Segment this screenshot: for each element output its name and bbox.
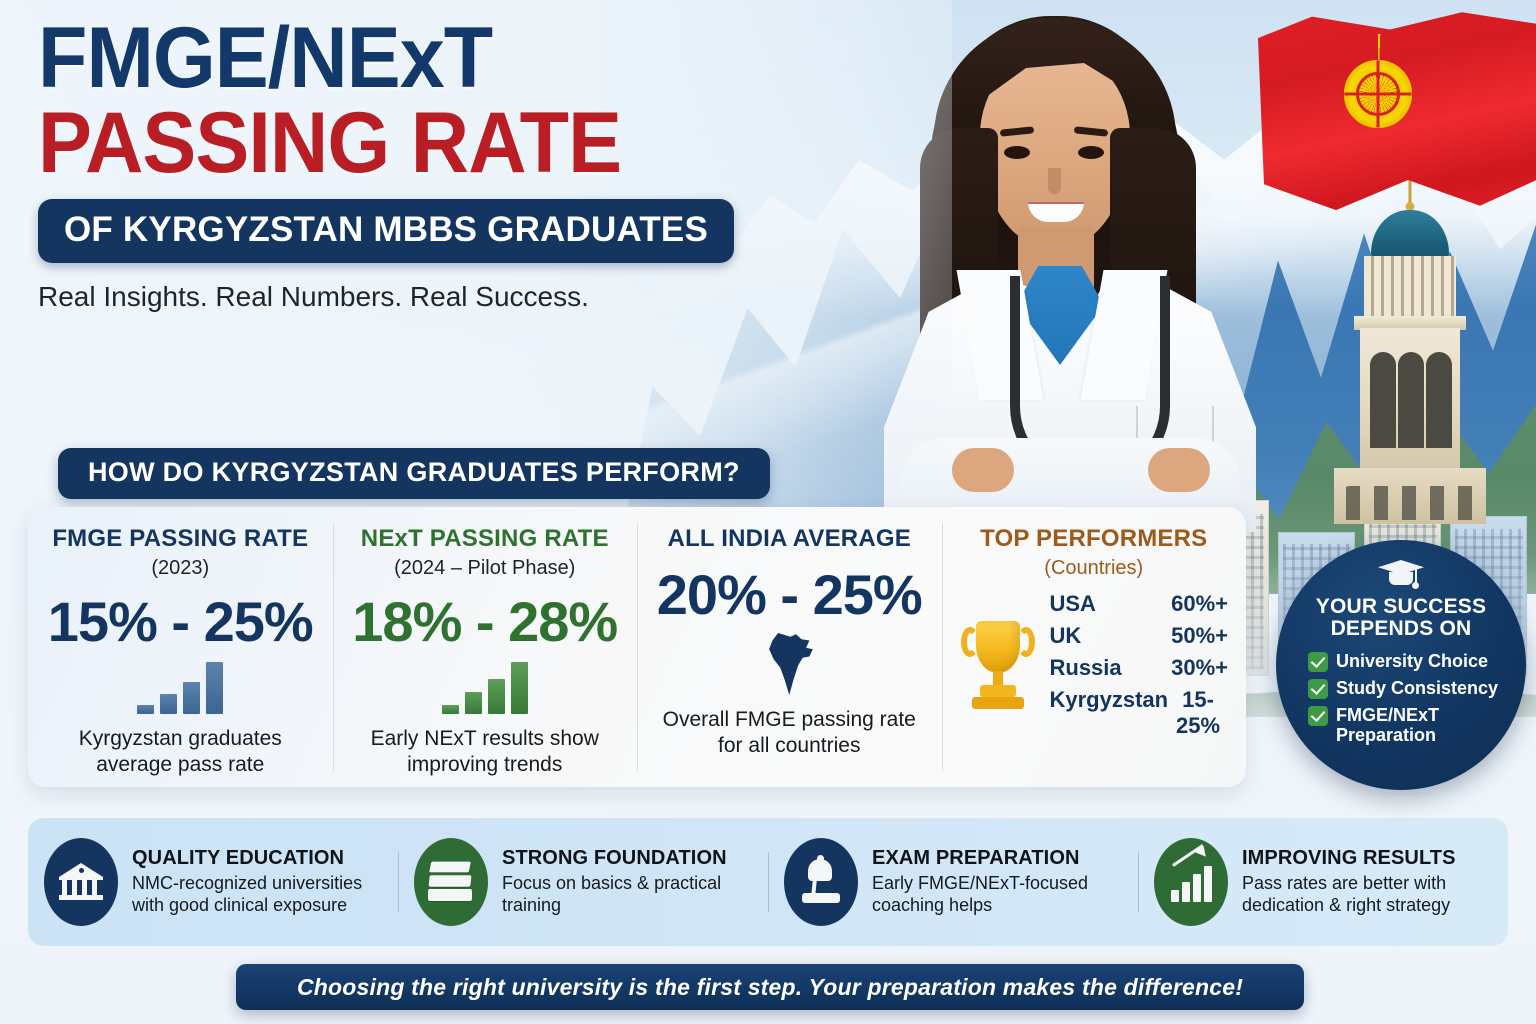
stat-footnote: Kyrgyzstan graduates average pass rate bbox=[78, 727, 282, 776]
page-title-line1: FMGE/NExT bbox=[38, 10, 493, 106]
table-row: Russia 30%+ bbox=[1046, 652, 1233, 684]
kyrgyzstan-flag-icon bbox=[1258, 12, 1536, 211]
top-performers-list: USA 60%+ UK 50%+ Russia 30%+ Kyrgyzstan … bbox=[1046, 588, 1233, 742]
footer-text: Choosing the right university is the fir… bbox=[296, 973, 1244, 1000]
country-rate: 60%+ bbox=[1171, 591, 1228, 616]
country-rate: 50%+ bbox=[1171, 623, 1228, 648]
page-title-line2: PASSING RATE bbox=[38, 94, 622, 191]
country-name: Kyrgyzstan bbox=[1049, 687, 1169, 712]
stat-title: FMGE PASSING RATE bbox=[52, 525, 309, 552]
country-name: USA bbox=[1049, 591, 1096, 616]
stat-value: 20% - 25% bbox=[656, 563, 923, 626]
feature-text: NMC-recognized universities with good cl… bbox=[132, 873, 363, 915]
success-badge-list: University Choice Study Consistency FMGE… bbox=[1292, 651, 1510, 745]
subtitle-pill: OF KYRGYZSTAN MBBS GRADUATES bbox=[38, 199, 735, 264]
check-icon bbox=[1308, 705, 1328, 726]
success-badge-title-line1: YOUR SUCCESS bbox=[1315, 595, 1487, 618]
feature-heading: QUALITY EDUCATION bbox=[132, 847, 345, 870]
stat-subtitle: (2024 – Pilot Phase) bbox=[394, 557, 576, 579]
table-row: USA 60%+ bbox=[1046, 588, 1233, 620]
feature-text: Focus on basics & practical training bbox=[502, 873, 722, 915]
title-block: FMGE/NExT PASSING RATE OF KYRGYZSTAN MBB… bbox=[38, 10, 798, 313]
top-performers-title: TOP PERFORMERS bbox=[980, 525, 1208, 552]
trophy-icon bbox=[960, 617, 1035, 713]
check-icon bbox=[1308, 678, 1328, 699]
india-map-icon bbox=[769, 633, 813, 695]
growth-chart-icon bbox=[1154, 838, 1228, 926]
feature-quality-education: QUALITY EDUCATION NMC-recognized univers… bbox=[28, 838, 398, 926]
list-item-label: FMGE/NExT Preparation bbox=[1336, 704, 1440, 745]
feature-heading: STRONG FOUNDATION bbox=[502, 847, 727, 870]
list-item: Study Consistency bbox=[1308, 678, 1510, 699]
feature-heading: IMPROVING RESULTS bbox=[1242, 847, 1456, 870]
stat-card-all-india: ALL INDIA AVERAGE 20% - 25% Overall FMGE… bbox=[637, 507, 942, 787]
minaret-tower-icon bbox=[1334, 168, 1486, 528]
country-name: UK bbox=[1049, 623, 1082, 648]
feature-text: Pass rates are better with dedication & … bbox=[1242, 873, 1451, 915]
desk-lamp-icon bbox=[784, 838, 858, 926]
top-performers-subtitle: (Countries) bbox=[1044, 557, 1144, 579]
table-row: UK 50%+ bbox=[1046, 620, 1233, 652]
stat-card-next: NExT PASSING RATE (2024 – Pilot Phase) 1… bbox=[332, 507, 638, 787]
country-rate: 15-25% bbox=[1176, 687, 1221, 738]
graduation-cap-icon bbox=[1378, 560, 1424, 590]
books-stack-icon bbox=[414, 838, 488, 926]
stat-card-fmge: FMGE PASSING RATE (2023) 15% - 25% Kyrgy… bbox=[28, 507, 333, 787]
stat-card-top-performers: TOP PERFORMERS (Countries) USA 60%+ UK 5… bbox=[941, 507, 1247, 787]
list-item: FMGE/NExT Preparation bbox=[1308, 705, 1510, 745]
stat-footnote: Early NExT results show improving trends bbox=[370, 727, 599, 776]
stat-subtitle: (2023) bbox=[151, 557, 210, 579]
bar-chart-icon bbox=[42, 662, 319, 714]
success-badge: YOUR SUCCESS DEPENDS ON University Choic… bbox=[1276, 540, 1526, 790]
stats-panel: FMGE PASSING RATE (2023) 15% - 25% Kyrgy… bbox=[28, 507, 1246, 787]
tagline: Real Insights. Real Numbers. Real Succes… bbox=[38, 281, 589, 313]
footer-banner: Choosing the right university is the fir… bbox=[236, 964, 1304, 1010]
stat-value: 18% - 28% bbox=[352, 590, 618, 653]
list-item: University Choice bbox=[1308, 651, 1510, 672]
feature-exam-preparation: EXAM PREPARATION Early FMGE/NExT-focused… bbox=[768, 838, 1138, 926]
stat-footnote: Overall FMGE passing rate for all countr… bbox=[662, 708, 916, 757]
stat-title: ALL INDIA AVERAGE bbox=[667, 525, 911, 552]
check-icon bbox=[1308, 651, 1328, 672]
country-rate: 30%+ bbox=[1171, 655, 1228, 680]
list-item-label: Study Consistency bbox=[1336, 677, 1499, 698]
feature-heading: EXAM PREPARATION bbox=[872, 847, 1080, 870]
list-item-label: University Choice bbox=[1336, 650, 1489, 671]
section-heading: HOW DO KYRGYZSTAN GRADUATES PERFORM? bbox=[58, 448, 770, 499]
stat-title: NExT PASSING RATE bbox=[360, 525, 609, 552]
success-badge-title-line2: DEPENDS ON bbox=[1330, 617, 1472, 641]
feature-strong-foundation: STRONG FOUNDATION Focus on basics & prac… bbox=[398, 838, 768, 926]
stat-value: 15% - 25% bbox=[47, 590, 314, 653]
bar-chart-icon bbox=[347, 662, 624, 714]
bank-building-icon bbox=[44, 838, 118, 926]
features-strip: QUALITY EDUCATION NMC-recognized univers… bbox=[28, 818, 1508, 946]
table-row: Kyrgyzstan 15-25% bbox=[1046, 684, 1233, 742]
country-name: Russia bbox=[1049, 655, 1122, 680]
feature-improving-results: IMPROVING RESULTS Pass rates are better … bbox=[1138, 838, 1508, 926]
feature-text: Early FMGE/NExT-focused coaching helps bbox=[872, 873, 1089, 915]
